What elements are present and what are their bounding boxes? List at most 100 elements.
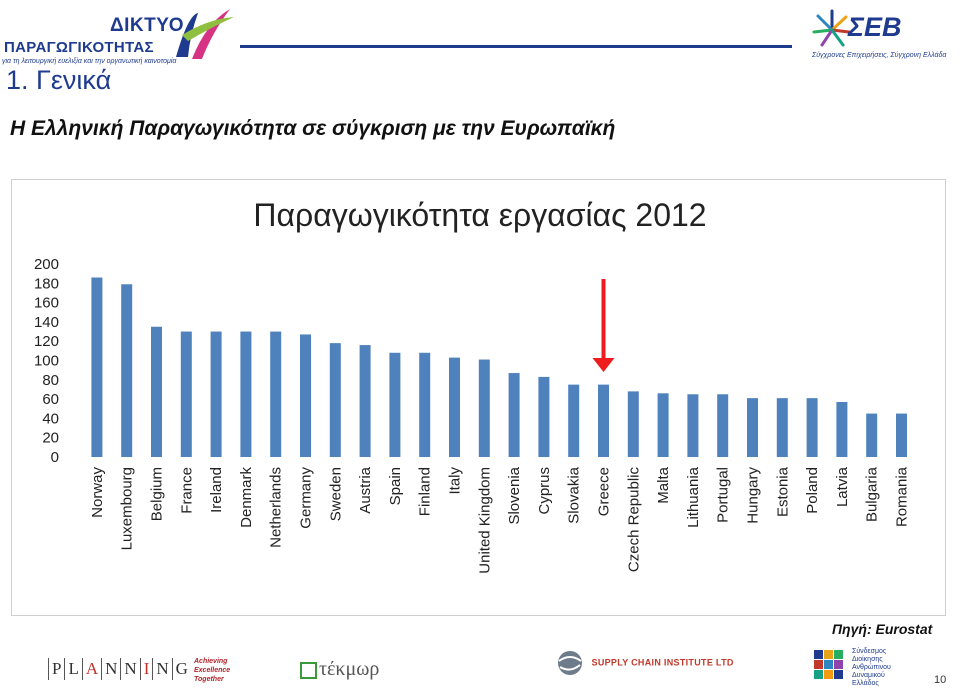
eede-line-2: Διοίκησης [852,656,883,663]
x-tick-label: Romania [894,466,911,527]
sev-name: ΣΕΒ [848,12,902,42]
bar-norway [91,277,103,457]
network-productivity-logo: ΔΙΚΤΥΟ ΠΑΡΑΓΩΓΙΚΟΤΗΤΑΣ για τη λειτουργικ… [0,5,240,67]
bar-malta [657,393,669,457]
bar-slovakia [568,384,580,457]
y-tick-label: 160 [34,295,59,312]
eede-line-1: Σύνδεσμος [852,648,887,655]
planning-letter: G [171,658,191,680]
bar-germany [300,334,311,457]
eede-line-3: Ανθρώπινου [852,664,891,671]
planning-letter: N [101,658,120,680]
bar-france [180,331,192,457]
y-tick-label: 140 [34,314,59,331]
bar-finland [419,352,431,457]
x-tick-label: Germany [298,467,315,529]
bar-hungary [747,398,758,457]
y-tick-label: 200 [34,256,59,273]
y-tick-label: 60 [42,391,59,408]
bar-denmark [240,331,252,457]
eede-line-5: Ελλάδος [852,680,879,687]
logo-swoosh-icon [176,9,234,59]
y-tick-label: 0 [51,449,59,466]
achieving-line-3: Together [194,676,224,683]
bar-portugal [717,394,729,457]
x-tick-label: Netherlands [268,467,285,548]
eede-mosaic-icon [814,650,843,679]
chart-title: Παραγωγικότητα εργασίας 2012 [253,197,707,233]
x-tick-label: Lithuania [685,466,702,528]
bar-cyprus [538,376,550,457]
bar-netherlands [270,331,282,457]
chart-frame [11,179,946,616]
x-tick-label: Estonia [774,466,791,517]
tekmor-name: τέκμωρ [319,658,380,680]
x-tick-label: Slovakia [566,466,583,523]
bar-united-kingdom [478,359,490,457]
eede-line-4: Δυναμικού [852,672,885,679]
x-tick-label: Norway [89,467,106,518]
x-tick-label: Poland [804,467,821,514]
x-tick-label: Malta [655,466,672,503]
bar-slovenia [508,373,520,457]
bar-lithuania [687,394,699,457]
planning-letter: L [64,658,81,680]
x-tick-label: Portugal [715,467,732,523]
x-tick-label: Finland [417,467,434,516]
sev-tagline: Σύγχρονες Επιχειρήσεις, Σύγχρονη Ελλάδα [812,52,947,59]
y-tick-label: 40 [42,410,59,427]
logo-left-line2: ΠΑΡΑΓΩΓΙΚΟΤΗΤΑΣ [4,39,154,56]
x-tick-label: Luxembourg [119,467,136,550]
x-tick-label: Hungary [745,467,762,524]
x-tick-label: Latvia [834,466,851,507]
x-tick-label: Greece [596,467,613,516]
bar-czech-republic [627,391,639,457]
page-number: 10 [934,674,947,686]
planning-tagline: Achieving Excellence Together [194,657,230,684]
logo-left-tagline: για τη λειτουργική ευελιξία και την οργα… [2,58,177,65]
bar-poland [806,398,818,457]
x-tick-label: Cyprus [536,467,553,515]
achieving-line-2: Excellence [194,667,231,674]
x-tick-label: Czech Republic [625,467,642,573]
bar-luxembourg [121,284,133,457]
bar-ireland [210,331,222,457]
header-divider [240,45,792,48]
tekmor-logo: τέκμωρ [300,658,379,681]
x-tick-label: Bulgaria [864,466,881,522]
tekmor-square-icon [300,661,317,679]
y-tick-label: 20 [42,430,59,447]
bar-bulgaria [866,413,878,457]
bar-sweden [329,343,341,457]
achieving-line-1: Achieving [194,658,228,665]
globe-icon [558,651,582,675]
sev-starburst-icon [812,9,850,47]
y-tick-label: 120 [34,333,59,350]
x-tick-label: Ireland [208,467,225,513]
bar-romania [896,413,907,457]
x-tick-label: Austria [357,466,374,513]
bar-greece [598,384,609,457]
x-tick-label: France [178,467,195,514]
x-tick-label: Sweden [327,467,344,521]
bar-spain [389,352,401,457]
x-tick-label: Belgium [149,467,166,521]
x-tick-label: Italy [447,467,464,495]
slide-subtitle: Η Ελληνική Παραγωγικότητα σε σύγκριση με… [10,117,616,140]
supply-chain-name: SUPPLY CHAIN INSTITUTE LTD [591,657,734,668]
bar-estonia [776,398,788,457]
planning-letter: I [139,658,153,680]
planning-letter: P [48,658,64,680]
highlight-arrow-head [592,358,615,372]
planning-letter: N [120,658,139,680]
section-title: 1. Γενικά [6,65,112,95]
source-note: Πηγή: Eurostat [832,621,933,637]
bar-austria [359,345,371,457]
sev-logo: ΣΕΒ Σύγχρονες Επιχειρήσεις, Σύγχρονη Ελλ… [800,6,956,62]
x-tick-label: Denmark [238,467,255,528]
x-tick-label: United Kingdom [476,467,493,574]
y-tick-label: 100 [34,353,59,370]
x-tick-label: Spain [387,467,404,505]
